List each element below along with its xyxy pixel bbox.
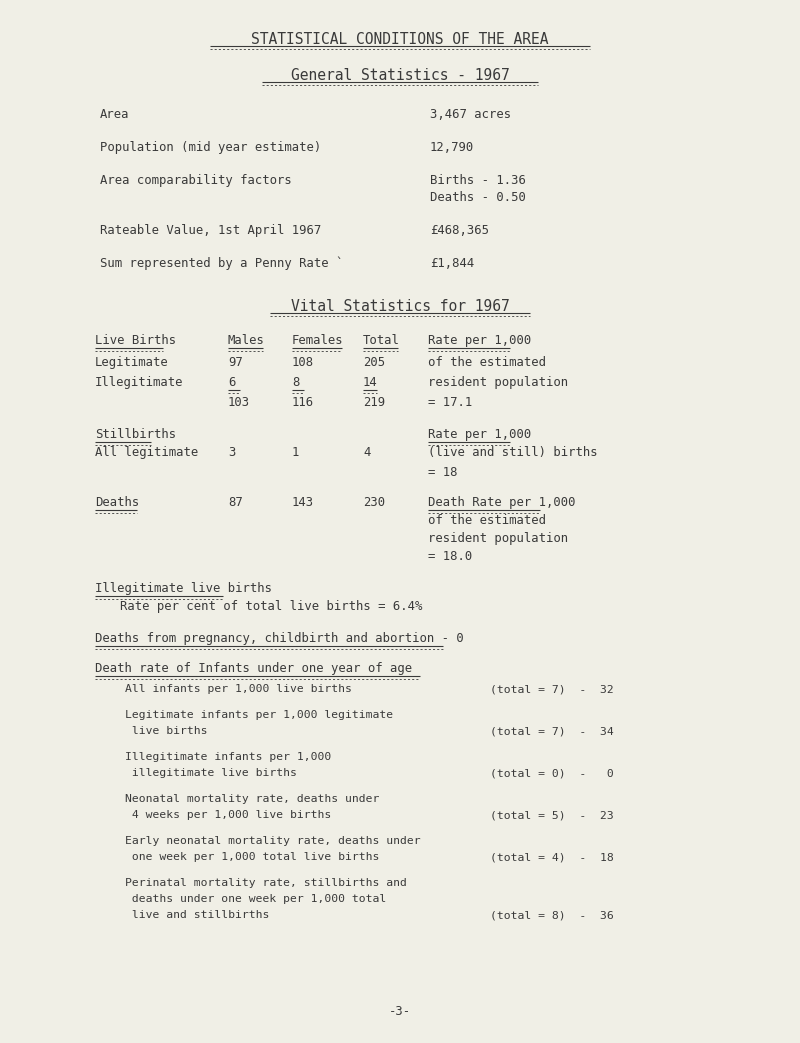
Text: (total = 4)  -  18: (total = 4) - 18 [490, 852, 614, 862]
Text: Births - 1.36: Births - 1.36 [430, 174, 526, 187]
Text: 103: 103 [228, 396, 250, 409]
Text: Rate per cent of total live births = 6.4%: Rate per cent of total live births = 6.4… [120, 600, 422, 613]
Text: -3-: -3- [389, 1005, 411, 1018]
Text: 87: 87 [228, 496, 242, 509]
Text: 230: 230 [363, 496, 385, 509]
Text: £468,365: £468,365 [430, 224, 489, 237]
Text: Illegitimate live births: Illegitimate live births [95, 582, 272, 595]
Text: of the estimated: of the estimated [428, 356, 546, 369]
Text: 4: 4 [363, 446, 370, 459]
Text: Males: Males [228, 334, 265, 347]
Text: Vital Statistics for 1967: Vital Statistics for 1967 [290, 299, 510, 314]
Text: STATISTICAL CONDITIONS OF THE AREA: STATISTICAL CONDITIONS OF THE AREA [251, 32, 549, 47]
Text: live births: live births [125, 726, 207, 736]
Text: = 17.1: = 17.1 [428, 396, 472, 409]
Text: 8: 8 [292, 375, 299, 389]
Text: £1,844: £1,844 [430, 257, 474, 270]
Text: 108: 108 [292, 356, 314, 369]
Text: 14: 14 [363, 375, 378, 389]
Text: resident population: resident population [428, 532, 568, 545]
Text: Rate per 1,000: Rate per 1,000 [428, 428, 531, 441]
Text: Legitimate: Legitimate [95, 356, 169, 369]
Text: Deaths from pregnancy, childbirth and abortion - 0: Deaths from pregnancy, childbirth and ab… [95, 632, 464, 645]
Text: Area comparability factors: Area comparability factors [100, 174, 292, 187]
Text: Population (mid year estimate): Population (mid year estimate) [100, 141, 322, 154]
Text: deaths under one week per 1,000 total: deaths under one week per 1,000 total [125, 894, 386, 904]
Text: Death rate of Infants under one year of age: Death rate of Infants under one year of … [95, 662, 412, 675]
Text: All infants per 1,000 live births: All infants per 1,000 live births [125, 684, 352, 694]
Text: 6: 6 [228, 375, 235, 389]
Text: 205: 205 [363, 356, 385, 369]
Text: live and stillbirths: live and stillbirths [125, 909, 270, 920]
Text: Females: Females [292, 334, 344, 347]
Text: one week per 1,000 total live births: one week per 1,000 total live births [125, 852, 379, 862]
Text: 3,467 acres: 3,467 acres [430, 108, 511, 121]
Text: Neonatal mortality rate, deaths under: Neonatal mortality rate, deaths under [125, 794, 379, 804]
Text: 1: 1 [292, 446, 299, 459]
Text: Death Rate per 1,000: Death Rate per 1,000 [428, 496, 575, 509]
Text: 4 weeks per 1,000 live births: 4 weeks per 1,000 live births [125, 810, 331, 820]
Text: Area: Area [100, 108, 130, 121]
Text: Total: Total [363, 334, 400, 347]
Text: (total = 7)  -  32: (total = 7) - 32 [490, 684, 614, 694]
Text: 143: 143 [292, 496, 314, 509]
Text: = 18.0: = 18.0 [428, 550, 472, 563]
Text: illegitimate live births: illegitimate live births [125, 768, 297, 778]
Text: (total = 8)  -  36: (total = 8) - 36 [490, 909, 614, 920]
Text: Legitimate infants per 1,000 legitimate: Legitimate infants per 1,000 legitimate [125, 710, 393, 720]
Text: (total = 5)  -  23: (total = 5) - 23 [490, 810, 614, 820]
Text: 97: 97 [228, 356, 242, 369]
Text: of the estimated: of the estimated [428, 514, 546, 527]
Text: Sum represented by a Penny Rate `: Sum represented by a Penny Rate ` [100, 257, 343, 270]
Text: Stillbirths: Stillbirths [95, 428, 176, 441]
Text: Deaths: Deaths [95, 496, 139, 509]
Text: (total = 0)  -   0: (total = 0) - 0 [490, 768, 614, 778]
Text: Perinatal mortality rate, stillbirths and: Perinatal mortality rate, stillbirths an… [125, 878, 407, 888]
Text: Rate per 1,000: Rate per 1,000 [428, 334, 531, 347]
Text: resident population: resident population [428, 375, 568, 389]
Text: 116: 116 [292, 396, 314, 409]
Text: Deaths - 0.50: Deaths - 0.50 [430, 191, 526, 204]
Text: (total = 7)  -  34: (total = 7) - 34 [490, 726, 614, 736]
Text: Rateable Value, 1st April 1967: Rateable Value, 1st April 1967 [100, 224, 322, 237]
Text: = 18: = 18 [428, 466, 458, 479]
Text: Illegitimate: Illegitimate [95, 375, 183, 389]
Text: 219: 219 [363, 396, 385, 409]
Text: All legitimate: All legitimate [95, 446, 198, 459]
Text: General Statistics - 1967: General Statistics - 1967 [290, 68, 510, 83]
Text: 12,790: 12,790 [430, 141, 474, 154]
Text: 3: 3 [228, 446, 235, 459]
Text: Illegitimate infants per 1,000: Illegitimate infants per 1,000 [125, 752, 331, 762]
Text: (live and still) births: (live and still) births [428, 446, 598, 459]
Text: Early neonatal mortality rate, deaths under: Early neonatal mortality rate, deaths un… [125, 836, 421, 846]
Text: Live Births: Live Births [95, 334, 176, 347]
